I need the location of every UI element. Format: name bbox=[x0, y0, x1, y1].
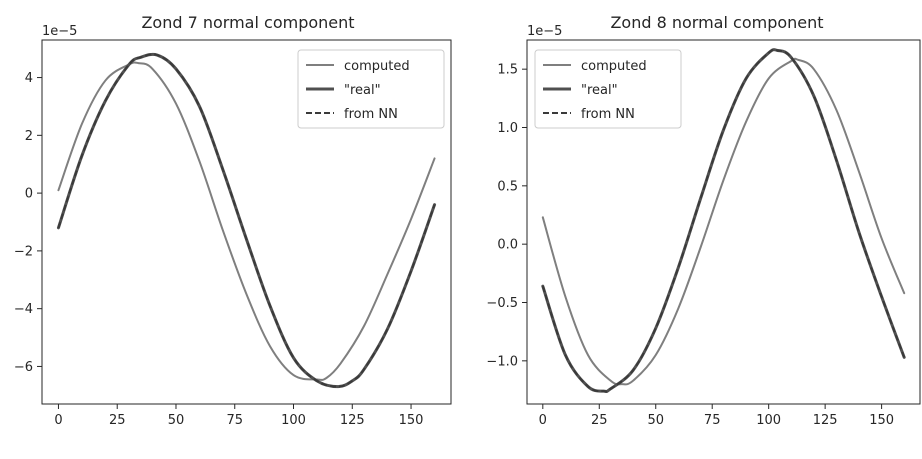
legend-label: "real" bbox=[581, 83, 618, 98]
y-offset-label: 1e−5 bbox=[527, 24, 562, 39]
y-tick-label: 1.5 bbox=[497, 63, 518, 78]
legend-box bbox=[297, 49, 445, 129]
y-tick-label: 2 bbox=[25, 129, 33, 144]
series-line-from-nn bbox=[57, 53, 436, 388]
chart-zond8: Zond 8 normal component 1e−5 0 25 50 75 100 1… bbox=[486, 13, 921, 428]
legend-label: computed bbox=[581, 59, 647, 74]
x-tick-label: 100 bbox=[281, 413, 306, 428]
legend-label: "real" bbox=[344, 83, 381, 98]
y-tick-label: 0.5 bbox=[497, 179, 518, 194]
y-tick-label: −4 bbox=[14, 302, 33, 317]
x-tick-label: 25 bbox=[591, 413, 608, 428]
y-axis-ticks: 4 2 0 −2 −4 −6 bbox=[14, 71, 42, 375]
y-tick-label: −1.0 bbox=[486, 354, 518, 369]
series-layer bbox=[56, 52, 437, 389]
x-tick-label: 75 bbox=[704, 413, 721, 428]
y-tick-label: −6 bbox=[14, 360, 33, 375]
x-tick-label: 150 bbox=[869, 413, 894, 428]
y-tick-label: 0.0 bbox=[497, 238, 518, 253]
x-tick-label: 50 bbox=[647, 413, 664, 428]
series-line-computed bbox=[541, 57, 906, 386]
chart-title: Zond 8 normal component bbox=[610, 13, 823, 32]
y-tick-label: −0.5 bbox=[486, 296, 518, 311]
y-tick-label: 0 bbox=[25, 187, 33, 202]
x-tick-label: 50 bbox=[168, 413, 185, 428]
x-tick-label: 75 bbox=[226, 413, 243, 428]
chart-zond7: Zond 7 normal component 1e−5 0 25 50 75 100 1… bbox=[14, 13, 452, 428]
y-axis-ticks: 1.5 1.0 0.5 0.0 −0.5 −1.0 bbox=[486, 63, 527, 369]
legend-label: from NN bbox=[344, 107, 398, 122]
plot-frame bbox=[526, 39, 921, 405]
x-tick-label: 125 bbox=[340, 413, 365, 428]
x-tick-label: 0 bbox=[54, 413, 62, 428]
x-tick-label: 25 bbox=[109, 413, 126, 428]
y-offset-label: 1e−5 bbox=[42, 24, 77, 39]
plot-frame bbox=[41, 39, 452, 405]
y-tick-label: 4 bbox=[25, 71, 33, 86]
x-tick-label: 0 bbox=[539, 413, 547, 428]
y-tick-label: 1.0 bbox=[497, 121, 518, 136]
x-tick-label: 125 bbox=[813, 413, 838, 428]
x-axis-ticks: 0 25 50 75 100 125 150 bbox=[54, 404, 423, 428]
series-layer bbox=[541, 48, 906, 394]
legend-label: computed bbox=[344, 59, 410, 74]
legend-box bbox=[534, 49, 682, 129]
x-tick-label: 150 bbox=[399, 413, 424, 428]
chart-title: Zond 7 normal component bbox=[141, 13, 354, 32]
series-line-from-nn bbox=[541, 48, 906, 393]
x-tick-label: 100 bbox=[756, 413, 781, 428]
legend: computed "real" from NN bbox=[534, 49, 682, 129]
x-axis-ticks: 0 25 50 75 100 125 150 bbox=[539, 404, 894, 428]
y-tick-label: −2 bbox=[14, 244, 33, 259]
legend-label: from NN bbox=[581, 107, 635, 122]
legend: computed "real" from NN bbox=[297, 49, 445, 129]
